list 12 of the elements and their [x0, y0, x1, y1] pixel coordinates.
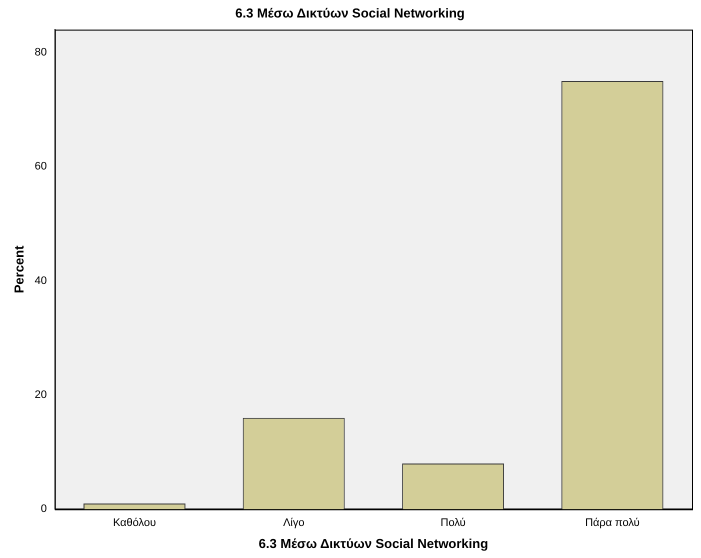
y-tick-label: 20 [34, 389, 47, 402]
chart-title: 6.3 Μέσω Δικτύων Social Networking [235, 5, 465, 20]
y-tick-label: 0 [40, 503, 47, 516]
y-tick-label: 40 [34, 274, 47, 287]
y-axis-title: Percent [11, 244, 26, 294]
x-axis-title: 6.3 Μέσω Δικτύων Social Networking [258, 536, 488, 551]
x-tick-label: Πάρα πολύ [585, 516, 640, 529]
x-tick-label: Καθόλου [112, 516, 156, 529]
x-tick-label: Λίγο [283, 516, 304, 529]
y-tick-label: 80 [34, 46, 47, 58]
x-tick-label: Πολύ [440, 516, 466, 529]
y-tick-label: 60 [34, 160, 47, 173]
